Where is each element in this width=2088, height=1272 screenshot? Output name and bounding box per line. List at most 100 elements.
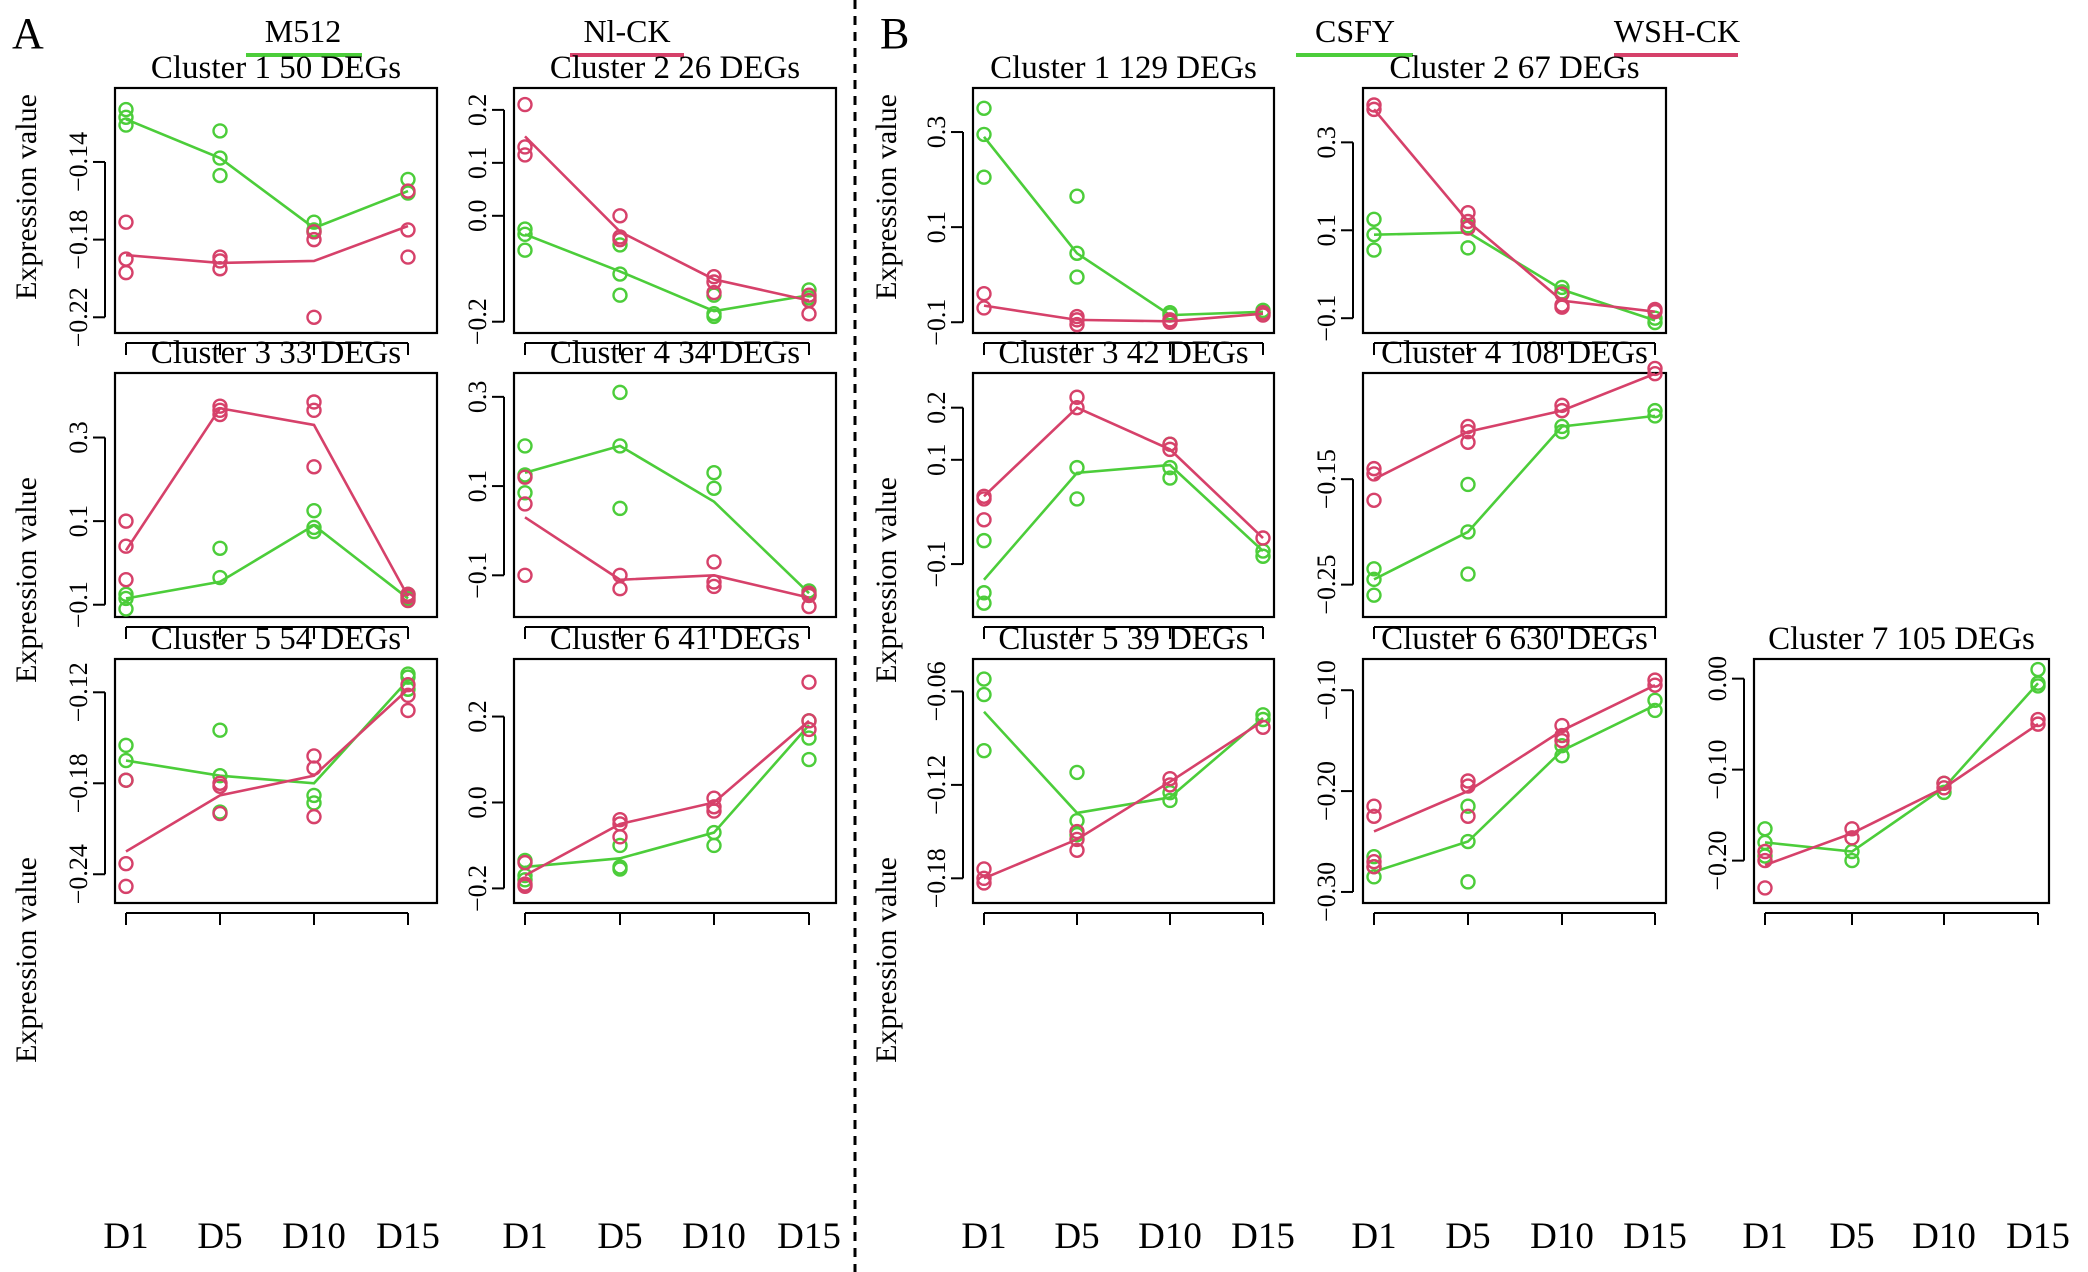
data-point-csfy [1460,476,1476,493]
data-point-m512 [517,872,533,888]
data-point-csfy [1460,524,1476,540]
plot-title: Cluster 1 129 DEGs [990,50,1257,86]
data-point-m512 [118,117,134,133]
data-point-wsh-ck [1460,424,1476,440]
data-point-wsh-ck [1647,677,1663,693]
y-tick-label: −0.2 [463,865,492,912]
series-nl-ck [118,183,416,325]
plot-title: Cluster 5 39 DEGs [998,621,1248,657]
data-point-wsh-ck [1366,859,1382,875]
plot-title: Cluster 2 26 DEGs [550,50,800,86]
data-point-csfy [1460,240,1476,256]
y-tick-label: −0.1 [64,581,93,628]
series-line-wsh-ck [1373,108,1656,313]
y-tick-label: 0.0 [463,786,492,819]
data-point-csfy [1647,408,1663,424]
plot-frame [113,86,439,335]
data-point-nl-ck [306,309,322,325]
series-m512 [517,221,817,325]
data-point-nl-ck [706,803,722,819]
data-point-wsh-ck [1647,360,1663,377]
x-label-a2-d1: D1 [502,1216,547,1257]
x-label-b3-d1: D1 [1742,1216,1787,1257]
data-point-nl-ck [306,402,322,419]
data-point-csfy [976,126,992,143]
data-point-csfy [1255,711,1271,728]
data-point-nl-ck [517,854,533,871]
plot-frame [1752,657,2051,905]
y-tick-label: 0.3 [64,421,93,454]
data-point-wsh-ck [1460,204,1476,221]
plot-frame [971,657,1276,905]
data-point-wsh-ck [1554,727,1570,744]
data-point-nl-ck [306,231,322,248]
data-point-wsh-ck [1936,775,1952,791]
data-point-wsh-ck [976,512,992,528]
plot-frame [1361,371,1668,619]
data-point-nl-ck [306,808,322,825]
plot-title: Cluster 2 67 DEGs [1389,50,1639,86]
data-point-wsh-ck [1554,299,1570,315]
plot-title: Cluster 3 42 DEGs [998,335,1248,371]
data-point-csfy [1757,821,1773,837]
y-tick-label: −0.15 [1312,449,1341,509]
data-point-wsh-ck [1936,780,1952,796]
series-csfy [1366,402,1663,603]
data-point-wsh-ck [1069,316,1085,333]
cluster-plot-b-12: Cluster 6 630 DEGs −0.30 −0.20 −0.10 [1312,621,1668,925]
data-point-nl-ck [706,799,722,815]
series-line-m512 [524,233,810,313]
data-point-csfy [1554,418,1570,435]
x-label-b3-d15: D15 [2006,1216,2070,1257]
data-point-csfy [976,742,992,759]
plot-title: Cluster 5 54 DEGs [151,621,401,657]
data-point-m512 [306,523,322,540]
data-point-wsh-ck [1069,399,1085,416]
data-point-wsh-ck [1162,441,1178,458]
series-line-m512 [125,523,409,600]
legend-label-csfy: CSFY [1315,13,1395,49]
data-point-wsh-ck [1647,303,1663,320]
series-csfy [976,100,1271,323]
data-point-wsh-ck [1162,777,1178,793]
series-nl-ck [517,96,817,322]
data-point-nl-ck [706,274,722,290]
y-tick-label: −0.25 [1312,555,1341,615]
data-point-wsh-ck [976,491,992,507]
data-point-csfy [1366,226,1382,243]
data-point-m512 [306,787,322,804]
data-point-nl-ck [118,855,134,872]
data-point-wsh-ck [1255,530,1271,546]
data-point-csfy [1460,833,1476,850]
y-tick-label: 0.1 [64,505,93,538]
data-point-m512 [400,681,416,697]
data-point-m512 [706,464,722,481]
data-point-wsh-ck [1460,418,1476,435]
data-point-m512 [612,837,628,854]
y-tick-label: 0.3 [922,116,951,149]
data-point-csfy [1647,310,1663,326]
data-point-m512 [306,214,322,230]
data-point-nl-ck [118,571,134,588]
y-tick-label: −0.18 [64,753,93,813]
legend-label-wshck: WSH-CK [1614,13,1740,49]
data-point-nl-ck [801,713,817,729]
series-nl-ck [517,674,817,894]
data-point-csfy [1069,459,1085,476]
data-point-wsh-ck [1069,312,1085,328]
data-point-wsh-ck [1844,821,1860,837]
data-point-csfy [976,532,992,549]
data-point-csfy [1069,188,1085,204]
data-point-nl-ck [212,261,228,277]
plot-title: Cluster 7 105 DEGs [1768,621,2035,657]
data-point-wsh-ck [1460,778,1476,794]
data-point-wsh-ck [1757,852,1773,869]
series-nl-ck [118,677,416,895]
series-line-nl-ck [524,135,810,302]
data-point-wsh-ck [1255,307,1271,323]
panel-letter-b: B [880,9,909,58]
plot-frame [1361,86,1668,335]
data-point-wsh-ck [1069,823,1085,840]
y-tick-label: 0.1 [463,147,492,180]
